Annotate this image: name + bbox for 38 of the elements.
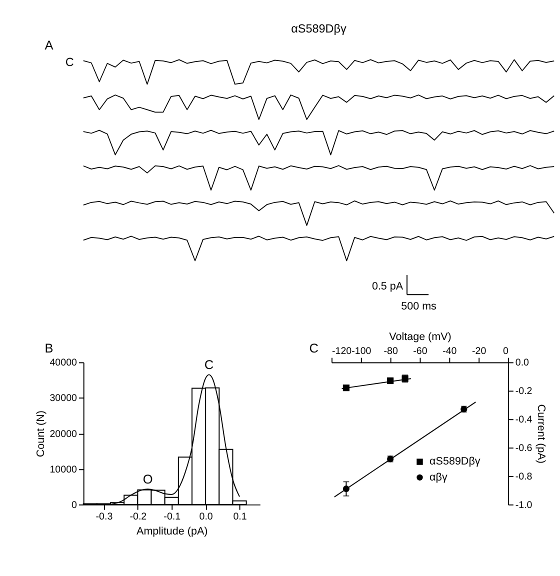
text: C	[309, 340, 318, 356]
y-tick-label: 10000	[50, 464, 78, 476]
x-tick-label: -80	[384, 346, 398, 357]
x-tick-label: 0.0	[199, 512, 214, 523]
x-tick-label: -0.1	[164, 512, 181, 523]
x-tick-label: -100	[352, 346, 372, 357]
legend-label: αβγ	[430, 471, 448, 484]
x-tick-label: -20	[472, 346, 487, 357]
annotation: O	[142, 471, 153, 486]
annotation: C	[204, 356, 214, 372]
x-tick-label: -60	[413, 346, 428, 357]
x-axis-title: Voltage (mV)	[389, 331, 452, 344]
y-tick-label: 20000	[50, 428, 78, 440]
text: B	[44, 340, 54, 356]
y-tick-label: -0.4	[515, 414, 533, 426]
y-tick-label: -0.6	[515, 443, 533, 454]
text: 500 ms	[401, 300, 436, 312]
x-tick-label: 0.1	[233, 512, 247, 523]
x-tick-label: -40	[442, 346, 458, 357]
y-axis-title: Count (N)	[34, 410, 47, 458]
chart-title: αS589Dβγ	[291, 22, 347, 36]
x-tick-label: -120	[332, 346, 352, 357]
legend-label: αS589Dβγ	[430, 456, 481, 468]
y-tick-label: -1.0	[515, 500, 533, 511]
y-tick-label: 0.0	[515, 358, 530, 369]
text: 0.5 pA	[372, 280, 404, 293]
x-axis-title: Amplitude (pA)	[136, 525, 208, 538]
y-axis-title: Current (pA)	[535, 404, 548, 464]
x-tick-label: 0	[503, 346, 510, 357]
x-tick-label: -0.2	[130, 512, 147, 523]
y-tick-label: 30000	[50, 393, 78, 404]
text: C	[65, 56, 74, 70]
y-tick-label: 40000	[50, 358, 78, 369]
x-tick-label: -0.3	[96, 512, 114, 523]
y-tick-label: -0.2	[515, 386, 532, 398]
text: A	[44, 37, 54, 52]
y-tick-label: 0	[72, 500, 78, 511]
y-tick-label: -0.8	[515, 471, 533, 482]
